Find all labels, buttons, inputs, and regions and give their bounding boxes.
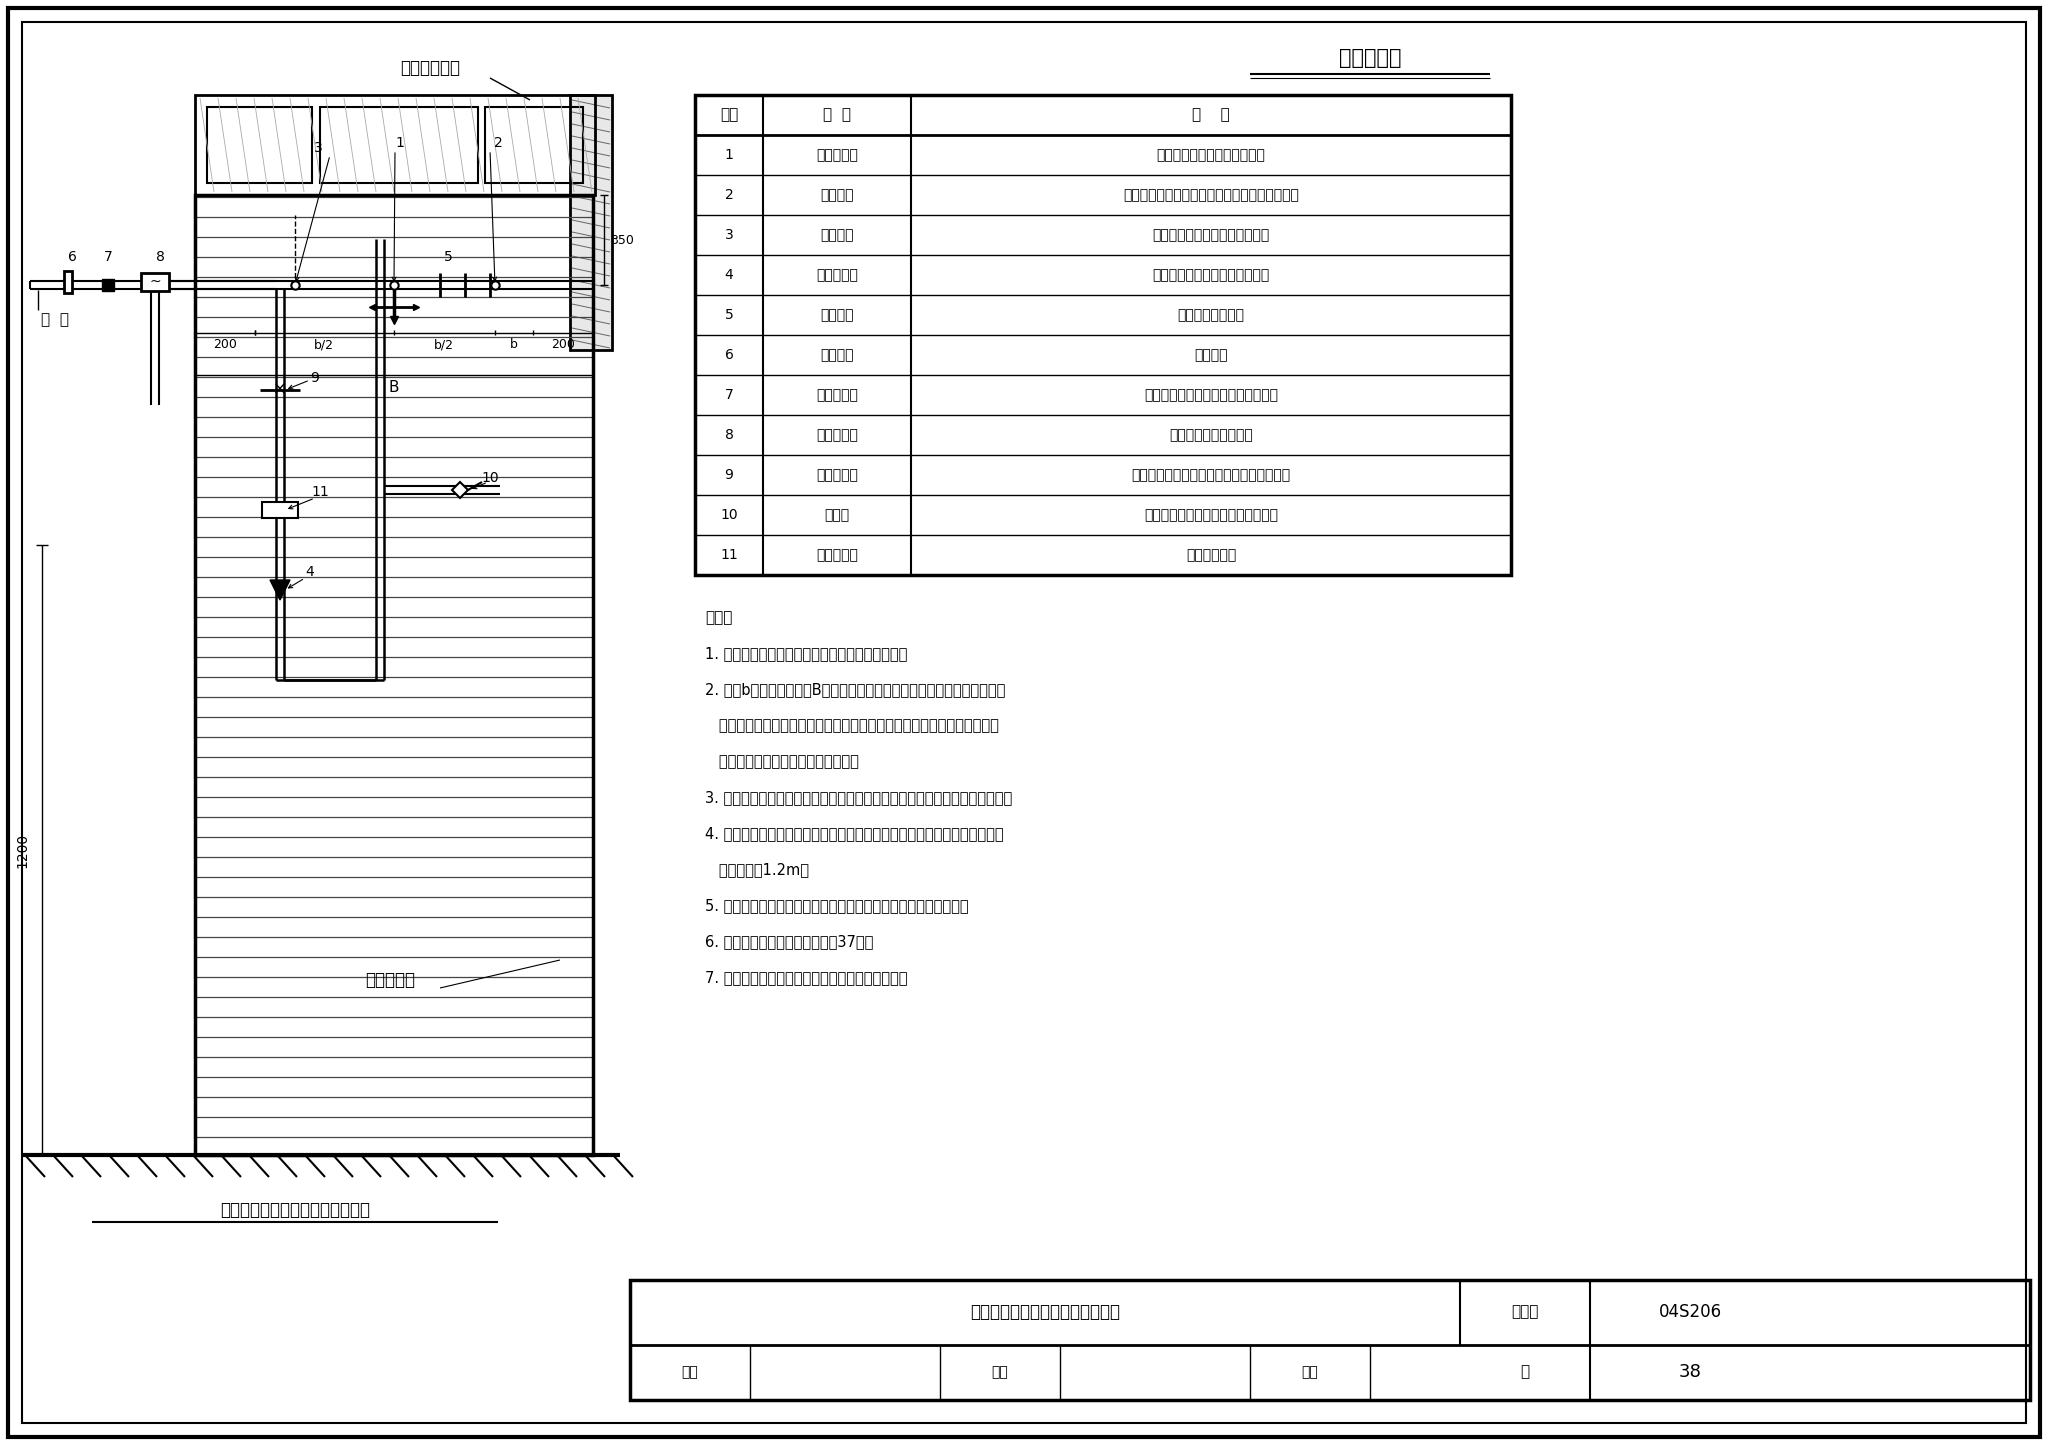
- Text: 8: 8: [156, 250, 164, 264]
- Text: 4. 手动开启阀应设置在防火卷帘或防火门近旁安全且易于操作的地点，距地: 4. 手动开启阀应设置在防火卷帘或防火门近旁安全且易于操作的地点，距地: [705, 827, 1004, 841]
- Text: 进水信号阀: 进水信号阀: [815, 389, 858, 402]
- Bar: [262, 501, 299, 517]
- Text: 1: 1: [395, 136, 403, 150]
- Text: 单立管支架: 单立管支架: [815, 548, 858, 562]
- Text: 应根据水力条件计算并结合厂家技术参数确定，并应符合现行的《自动喷: 应根据水力条件计算并结合厂家技术参数确定，并应符合现行的《自动喷: [705, 718, 999, 733]
- Text: 感温释放阀: 感温释放阀: [815, 147, 858, 162]
- Text: 面高度宜为1.2m。: 面高度宜为1.2m。: [705, 863, 809, 877]
- Text: 2: 2: [494, 136, 502, 150]
- Text: 说明：: 说明：: [705, 610, 733, 626]
- Text: 5: 5: [725, 308, 733, 322]
- Text: 8: 8: [725, 428, 733, 442]
- Bar: [319, 107, 477, 184]
- Text: 350: 350: [610, 234, 635, 247]
- Text: 11: 11: [311, 486, 330, 499]
- Bar: [195, 195, 594, 1155]
- Text: 1200: 1200: [14, 832, 29, 867]
- Text: b/2: b/2: [434, 338, 455, 351]
- Text: 6: 6: [68, 250, 76, 264]
- Text: B: B: [389, 380, 399, 394]
- Text: 9: 9: [311, 371, 319, 384]
- Text: 38: 38: [1679, 1363, 1702, 1381]
- Text: 固定供水立管: 固定供水立管: [1186, 548, 1237, 562]
- Text: b: b: [510, 338, 518, 351]
- Text: 系统供水: 系统供水: [1194, 348, 1227, 363]
- Text: 审核: 审核: [682, 1366, 698, 1379]
- Text: 3: 3: [725, 228, 733, 241]
- Text: ×: ×: [272, 381, 287, 399]
- Text: 横管拉架: 横管拉架: [821, 308, 854, 322]
- Text: 闭式喷头: 闭式喷头: [821, 228, 854, 241]
- Text: 200: 200: [551, 338, 575, 351]
- Text: 200: 200: [213, 338, 238, 351]
- Text: 3: 3: [313, 142, 322, 155]
- Bar: [141, 273, 170, 290]
- Text: 水幕喷头: 水幕喷头: [821, 188, 854, 202]
- Text: 火灾发生时，出水冲却防火卷帘或起绝保护对象: 火灾发生时，出水冲却防火卷帘或起绝保护对象: [1122, 188, 1298, 202]
- Text: 7: 7: [104, 250, 113, 264]
- Text: 04S206: 04S206: [1659, 1303, 1722, 1321]
- Text: 7: 7: [725, 389, 733, 402]
- Text: 火灾时，现场手动应急开启供水: 火灾时，现场手动应急开启供水: [1153, 267, 1270, 282]
- Text: 试验阀: 试验阀: [825, 509, 850, 522]
- Text: 页: 页: [1520, 1364, 1530, 1380]
- Text: 水流指示器: 水流指示器: [815, 428, 858, 442]
- Text: 2. 图中b（喷头间距）和B（最大保护宽度）以及感温释放阀控制喷头数量: 2. 图中b（喷头间距）和B（最大保护宽度）以及感温释放阀控制喷头数量: [705, 682, 1006, 696]
- Text: 1: 1: [725, 147, 733, 162]
- Text: 2: 2: [725, 188, 733, 202]
- Text: 10: 10: [721, 509, 737, 522]
- Bar: [569, 95, 612, 350]
- Text: 主要部件表: 主要部件表: [1339, 48, 1401, 68]
- Text: 6: 6: [725, 348, 733, 363]
- Text: 固定水平配水管道: 固定水平配水管道: [1178, 308, 1245, 322]
- Text: 用    途: 用 途: [1192, 107, 1231, 123]
- Text: 7. 有两个受火面的场所应双面布置防护冷却水幕。: 7. 有两个受火面的场所应双面布置防护冷却水幕。: [705, 970, 907, 985]
- Text: 3. 同一组水幕中喷头规格应一致，喷头与被保护对象的距离由喷头型号确定。: 3. 同一组水幕中喷头规格应一致，喷头与被保护对象的距离由喷头型号确定。: [705, 790, 1012, 805]
- Text: 图集号: 图集号: [1511, 1305, 1538, 1319]
- Text: 供水管路: 供水管路: [821, 348, 854, 363]
- Text: 防火卷帘防护冷却水幕布置示意图: 防火卷帘防护冷却水幕布置示意图: [219, 1201, 371, 1220]
- Text: 水流动时，输出电信号: 水流动时，输出电信号: [1169, 428, 1253, 442]
- Text: 5: 5: [444, 250, 453, 264]
- Text: 防火卷帘防护冷却水幕布置示意图: 防火卷帘防护冷却水幕布置示意图: [971, 1303, 1120, 1321]
- Text: 水灭火系统设计规范》中相关规定。: 水灭火系统设计规范》中相关规定。: [705, 754, 858, 769]
- Text: 校对: 校对: [991, 1366, 1008, 1379]
- Text: ~: ~: [150, 275, 162, 289]
- Bar: [631, 1280, 2030, 1400]
- Polygon shape: [270, 579, 291, 600]
- Text: 编号: 编号: [721, 107, 737, 123]
- Text: 10: 10: [481, 471, 500, 486]
- Bar: [694, 95, 1511, 575]
- Text: 9: 9: [725, 468, 733, 483]
- Text: 设计: 设计: [1303, 1366, 1319, 1379]
- Text: 卷帘门卷门机: 卷帘门卷门机: [399, 59, 461, 77]
- Text: 试验信号阀: 试验信号阀: [815, 468, 858, 483]
- Text: 1. 此安装方式仅可作保护防火卷帘或防火门使用。: 1. 此安装方式仅可作保护防火卷帘或防火门使用。: [705, 646, 907, 660]
- Text: 6. 感温释放阀安装参见本图集第37页。: 6. 感温释放阀安装参见本图集第37页。: [705, 933, 872, 949]
- Bar: [63, 272, 72, 293]
- Text: 5. 手动供水管及手动开启阀大小选择与感温释放阀进水口径相同。: 5. 手动供水管及手动开启阀大小选择与感温释放阀进水口径相同。: [705, 897, 969, 913]
- Text: 11: 11: [721, 548, 737, 562]
- Text: 供水控制阀，阀门关闭时输出电信号: 供水控制阀，阀门关闭时输出电信号: [1145, 389, 1278, 402]
- Text: 火灾时，现场手动应急开启供水: 火灾时，现场手动应急开启供水: [1153, 228, 1270, 241]
- Text: 进  水: 进 水: [41, 312, 70, 328]
- Text: 检修及系统功能试验时关闭并有电信号输出: 检修及系统功能试验时关闭并有电信号输出: [1130, 468, 1290, 483]
- Text: 名  称: 名 称: [823, 107, 852, 123]
- Text: b/2: b/2: [313, 338, 334, 351]
- Text: 防火卷帘门: 防火卷帘门: [365, 971, 416, 988]
- Bar: [195, 95, 596, 195]
- Bar: [485, 107, 584, 184]
- Bar: [207, 107, 311, 184]
- Text: 探测环境温度，启动水幕系统: 探测环境温度，启动水幕系统: [1157, 147, 1266, 162]
- Text: 4: 4: [725, 267, 733, 282]
- Text: 放水试验水流指示器及系统功能联动: 放水试验水流指示器及系统功能联动: [1145, 509, 1278, 522]
- Text: 4: 4: [305, 565, 315, 579]
- Text: 手动开启阀: 手动开启阀: [815, 267, 858, 282]
